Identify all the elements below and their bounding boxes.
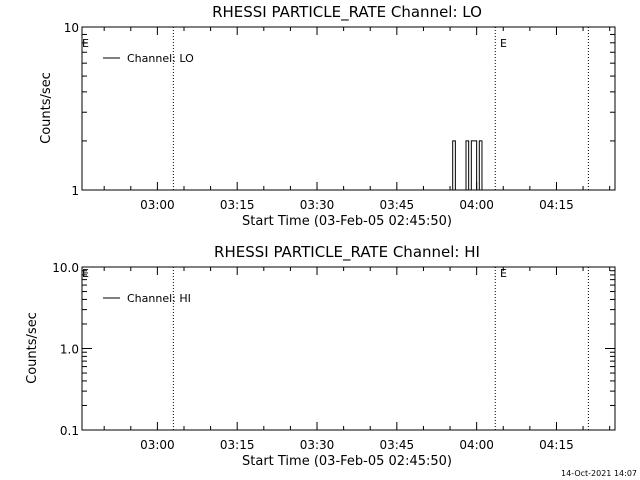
legend-label-lo: Channel: LO	[127, 52, 194, 65]
x-tick-label: 03:00	[140, 438, 175, 452]
y-tick-label: 10.0	[52, 261, 79, 275]
x-tick-label: 03:00	[140, 198, 175, 212]
y-ticks-lo: 1 10	[64, 21, 615, 198]
x-tick-label: 04:15	[539, 438, 574, 452]
panel-lo: RHESSI PARTICLE_RATE Channel: LO Counts/…	[39, 3, 616, 229]
x-tick-label: 03:15	[220, 198, 255, 212]
x-tick-label: 03:45	[380, 438, 415, 452]
series-lo	[450, 140, 483, 191]
chart-title-lo: RHESSI PARTICLE_RATE Channel: LO	[212, 3, 482, 22]
y-ticks-hi: 0.1 1.0 10.0	[52, 261, 615, 438]
xlabel-hi: Start Time (03-Feb-05 02:45:50)	[242, 454, 452, 469]
legend-label-hi: Channel: HI	[127, 292, 191, 305]
event-marker-right-lo: E	[500, 37, 507, 50]
event-marker-left-lo: E	[82, 37, 89, 50]
vlines-lo	[172, 27, 589, 190]
x-ticks-hi: 03:00 03:15 03:30 03:45 04:00 04:15	[103, 267, 611, 452]
vlines-hi	[172, 267, 589, 430]
chart-title-hi: RHESSI PARTICLE_RATE Channel: HI	[214, 243, 480, 262]
ylabel-lo: Counts/sec	[39, 72, 54, 144]
x-tick-label: 03:15	[220, 438, 255, 452]
series-line	[450, 140, 483, 191]
x-tick-label: 03:45	[380, 198, 415, 212]
x-tick-label: 04:15	[539, 198, 574, 212]
y-tick-label: 1.0	[60, 343, 79, 357]
ylabel-hi: Counts/sec	[25, 312, 40, 384]
x-tick-label: 04:00	[459, 198, 494, 212]
panel-hi: RHESSI PARTICLE_RATE Channel: HI Counts/…	[25, 243, 616, 469]
timestamp: 14-Oct-2021 14:07	[561, 469, 637, 478]
y-tick-label: 1	[71, 184, 79, 198]
x-tick-label: 04:00	[459, 438, 494, 452]
plot-frame-lo	[81, 26, 616, 191]
y-tick-label: 10	[64, 21, 79, 35]
y-tick-label: 0.1	[60, 424, 79, 438]
event-marker-left-hi: E	[82, 267, 89, 280]
x-ticks-lo: 03:00 03:15 03:30 03:45 04:00 04:15	[103, 27, 611, 212]
xlabel-lo: Start Time (03-Feb-05 02:45:50)	[242, 214, 452, 229]
x-tick-label: 03:30	[300, 198, 335, 212]
x-tick-label: 03:30	[300, 438, 335, 452]
event-marker-right-hi: E	[500, 267, 507, 280]
